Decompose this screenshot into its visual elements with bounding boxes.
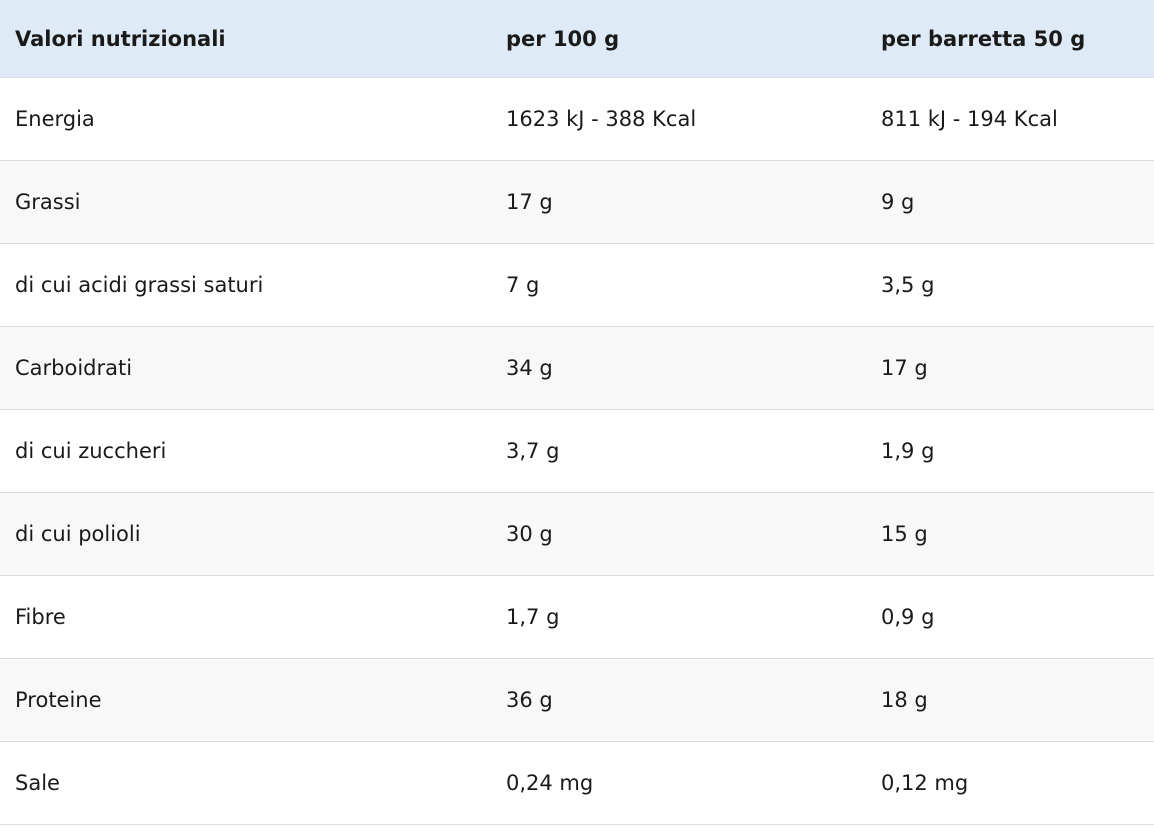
table-cell: 18 g [866,658,1154,742]
table-row: di cui polioli 30 g 15 g [0,492,1154,576]
table-cell: 34 g [491,326,866,410]
table-cell: 1623 kJ - 388 Kcal [491,77,866,161]
table-cell: Grassi [0,160,491,244]
table-cell: 15 g [866,492,1154,576]
table-cell: 811 kJ - 194 Kcal [866,77,1154,161]
table-cell: 7 g [491,243,866,327]
table-row: Fibre 1,7 g 0,9 g [0,575,1154,659]
table-cell: 0,9 g [866,575,1154,659]
table-cell: 3,5 g [866,243,1154,327]
table-row: Carboidrati 34 g 17 g [0,326,1154,410]
table-header: Valori nutrizionali per 100 g per barretta… [0,0,1154,78]
table-cell: 9 g [866,160,1154,244]
table-cell: Carboidrati [0,326,491,410]
table-cell: 17 g [491,160,866,244]
table-cell: di cui acidi grassi saturi [0,243,491,327]
table-cell: 1,7 g [491,575,866,659]
table-cell: Proteine [0,658,491,742]
table-row: Proteine 36 g 18 g [0,658,1154,742]
header-cell: per barretta 50 g [866,0,1154,78]
table-cell: 0,12 mg [866,741,1154,825]
table-cell: 36 g [491,658,866,742]
header-cell: per 100 g [491,0,866,78]
table-cell: 3,7 g [491,409,866,493]
table-cell: 17 g [866,326,1154,410]
table-row: Sale 0,24 mg 0,12 mg [0,741,1154,825]
table-cell: Sale [0,741,491,825]
table-cell: 30 g [491,492,866,576]
header-cell: Valori nutrizionali [0,0,491,78]
table-cell: di cui polioli [0,492,491,576]
table-cell: Energia [0,77,491,161]
table-body: Energia 1623 kJ - 388 Kcal 811 kJ - 194 Kc… [0,77,1154,825]
table-cell: Fibre [0,575,491,659]
table-row: di cui acidi grassi saturi 7 g 3,5 g [0,243,1154,327]
table-row: di cui zuccheri 3,7 g 1,9 g [0,409,1154,493]
table-cell: 0,24 mg [491,741,866,825]
table-cell: 1,9 g [866,409,1154,493]
table-cell: di cui zuccheri [0,409,491,493]
header-row: Valori nutrizionali per 100 g per barretta… [0,0,1154,78]
table-row: Energia 1623 kJ - 388 Kcal 811 kJ - 194 Kc… [0,77,1154,161]
